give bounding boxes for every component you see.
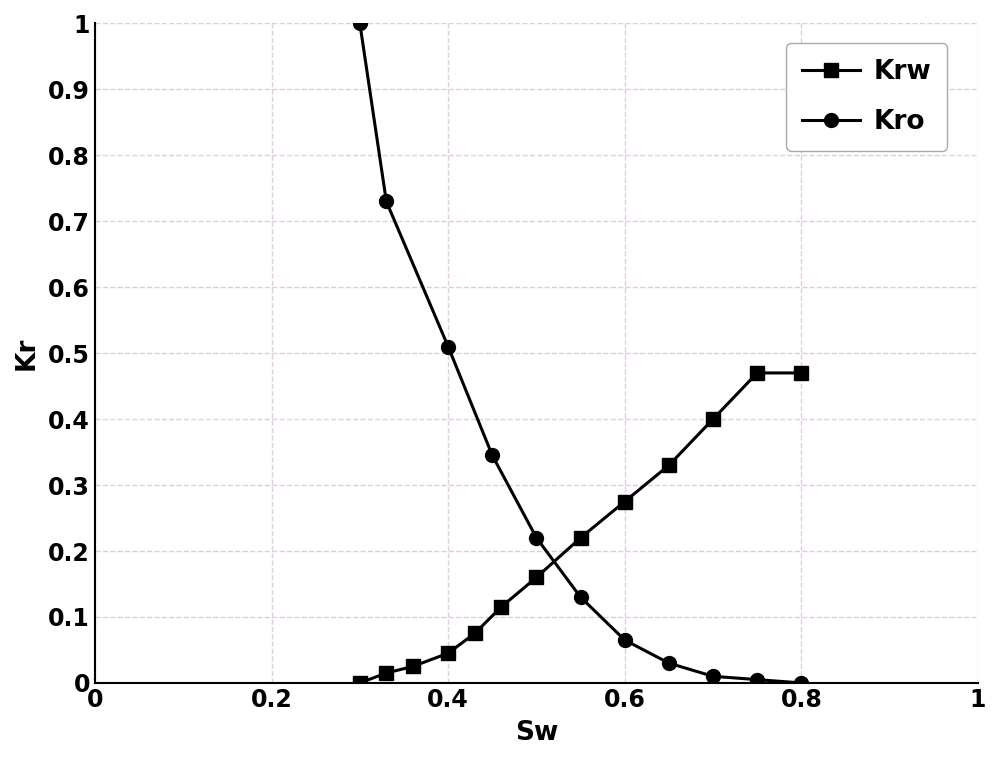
Y-axis label: Kr: Kr [14, 337, 40, 370]
Krw [619, 497, 631, 506]
Krw [707, 414, 719, 423]
Krw [407, 662, 419, 671]
Krw [442, 649, 454, 658]
Kro [707, 672, 719, 681]
Kro [380, 197, 392, 206]
Kro [442, 342, 454, 351]
Krw [663, 461, 675, 470]
Krw [380, 669, 392, 678]
Krw [751, 369, 763, 378]
Kro [751, 675, 763, 684]
Krw [530, 573, 542, 582]
Kro [486, 451, 498, 460]
Krw [469, 629, 481, 638]
Legend: Krw, Kro: Krw, Kro [786, 43, 947, 150]
X-axis label: Sw: Sw [515, 720, 558, 746]
Kro [530, 534, 542, 543]
Kro [663, 659, 675, 668]
Krw [495, 603, 507, 612]
Krw [575, 534, 587, 543]
Kro [795, 679, 807, 688]
Line: Krw: Krw [353, 366, 808, 690]
Line: Kro: Kro [353, 17, 808, 690]
Krw [354, 679, 366, 688]
Kro [575, 593, 587, 602]
Kro [354, 19, 366, 28]
Kro [619, 635, 631, 644]
Krw [795, 369, 807, 378]
